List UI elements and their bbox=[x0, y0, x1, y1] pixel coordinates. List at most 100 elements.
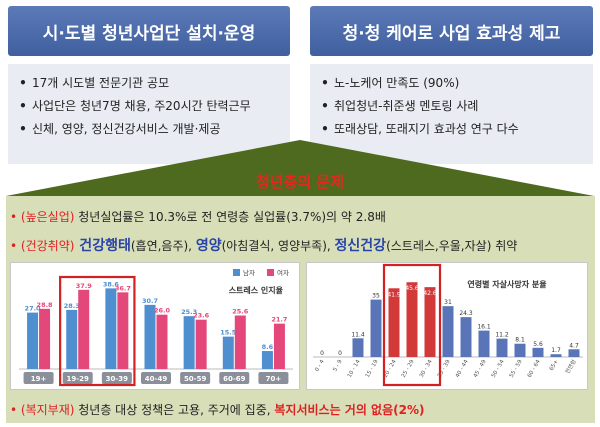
legend-swatch bbox=[233, 269, 240, 276]
bullet: • bbox=[10, 210, 18, 224]
bar-male bbox=[261, 351, 273, 369]
data-label: 37.9 bbox=[76, 282, 93, 290]
category-pill bbox=[219, 372, 250, 384]
chart-title: 연령별 자살사망자 분율 bbox=[467, 279, 547, 289]
tick-label: 50 - 54 bbox=[491, 359, 506, 379]
list-item-text: 신체, 영양, 정신건강서비스 개발·제공 bbox=[32, 122, 221, 136]
list-item: • 사업단은 청년7명 채용, 주20시간 탄력근무 bbox=[19, 99, 251, 113]
keyword-mental: 정신건강 bbox=[334, 238, 387, 254]
tick-label: 70+ bbox=[266, 375, 282, 383]
legend-swatch bbox=[267, 269, 274, 276]
bar bbox=[478, 330, 490, 357]
data-label: 35 bbox=[372, 293, 380, 300]
stress-chart-svg: 스트레스 인지율 남자 여자 27.028.8 19+ 28.3 37.9 19-29 38.6… bbox=[19, 268, 293, 387]
tick-label: 40-49 bbox=[145, 375, 168, 383]
problem-text: 청년실업률은 10.3%로 전 연령층 실업률(3.7%)의 약 2.8배 bbox=[74, 210, 386, 224]
keyword-detail: (스트레스,우울,자살) bbox=[386, 239, 496, 253]
data-label: 36.7 bbox=[115, 284, 131, 292]
data-label: 28.8 bbox=[37, 301, 54, 309]
data-label: 26.0 bbox=[154, 307, 171, 315]
bar bbox=[514, 343, 526, 357]
tick-label: 30 - 34 bbox=[419, 359, 434, 379]
list-item-text: 사업단은 청년7명 채용, 주20시간 탄력근무 bbox=[32, 99, 251, 113]
bar-male bbox=[183, 316, 195, 369]
data-label: 16.1 bbox=[477, 324, 491, 331]
bar-female bbox=[195, 319, 207, 369]
category-pill bbox=[258, 372, 289, 384]
bar-male bbox=[222, 336, 234, 369]
problem-tag: (높은실업) bbox=[20, 210, 75, 224]
problem-line-unemployment: • (높은실업) 청년실업률은 10.3%로 전 연령층 실업률(3.7%)의 … bbox=[10, 208, 386, 225]
problem-emphasis: 복지서비스는 거의 없음(2%) bbox=[274, 403, 425, 417]
header-right-title: 청·청 케어로 사업 효과성 제고 bbox=[310, 6, 593, 56]
bar-male bbox=[144, 304, 156, 369]
bar bbox=[460, 317, 472, 357]
bar bbox=[388, 288, 400, 357]
problem-line-health: • (건강취약) 건강행태(흡연,음주), 영양(아침결식, 영양부족), 정신… bbox=[10, 235, 517, 255]
list-item: • 17개 시도별 전문기관 공모 bbox=[19, 76, 170, 90]
tick-label: 60-69 bbox=[223, 375, 246, 383]
keyword-nutrition: 영양 bbox=[195, 238, 222, 254]
tick-label: 25 - 29 bbox=[401, 359, 416, 379]
tick-label: 65+ bbox=[549, 359, 560, 372]
bar-female bbox=[78, 289, 90, 369]
category-pill bbox=[101, 372, 132, 384]
bar-female bbox=[273, 323, 285, 369]
problem-tag: (건강취약) bbox=[20, 239, 75, 253]
problem-title: 청년층의 문제 bbox=[255, 173, 345, 191]
tick-label: 전연령 bbox=[563, 358, 578, 375]
list-item: • 또래상담, 또래지기 효과성 연구 다수 bbox=[321, 122, 519, 136]
stress-chart: 스트레스 인지율 남자 여자 27.0 28.8 19+ 28.3 37.9 19-29 38.6… bbox=[10, 262, 300, 390]
data-label: 31 bbox=[444, 299, 452, 306]
highlight-box bbox=[382, 263, 442, 387]
bar bbox=[568, 349, 580, 357]
chart-title: 스트레스 인지율 bbox=[229, 285, 284, 295]
tick-label: 50-59 bbox=[184, 375, 207, 383]
bar bbox=[496, 338, 508, 357]
tick-label: 45 - 49 bbox=[473, 359, 488, 379]
data-label: 30.7 bbox=[142, 297, 158, 305]
list-item: • 노-노케어 만족도 (90%) bbox=[321, 76, 460, 90]
data-label: 0 bbox=[338, 350, 342, 357]
tick-label: 30-39 bbox=[106, 375, 129, 383]
tick-label: 55 - 59 bbox=[509, 359, 524, 379]
bar-male bbox=[66, 309, 78, 369]
problem-text: 청년층 대상 정책은 고용, 주거에 집중, bbox=[74, 403, 275, 417]
data-label: 41.9 bbox=[387, 291, 401, 298]
suicide-chart: 연령별 자살사망자 분율 0 0 - 4 0 5 - 9 11.4 10 - 14 35 15 … bbox=[306, 262, 588, 390]
bar-female bbox=[117, 292, 129, 369]
category-pill bbox=[62, 372, 93, 384]
list-item: • 신체, 영양, 정신건강서비스 개발·제공 bbox=[19, 122, 221, 136]
header-left-title: 시·도별 청년사업단 설치·운영 bbox=[8, 6, 290, 56]
keyword-detail: (흡연,음주), bbox=[130, 239, 196, 253]
keyword-detail: (아침결식, 영양부족), bbox=[221, 239, 335, 253]
bar-female bbox=[234, 315, 246, 369]
list-item: • 취업청년-취준생 멘토링 사례 bbox=[321, 99, 479, 113]
category-pill bbox=[180, 372, 211, 384]
category-pill bbox=[141, 372, 171, 384]
suicide-chart-svg: 연령별 자살사망자 분율 0 0 - 4 0 5 - 9 11.4 10 - 14 35 15 … bbox=[313, 263, 583, 387]
bullet: • bbox=[10, 239, 18, 253]
bar bbox=[370, 299, 382, 357]
data-label: 8.1 bbox=[515, 337, 525, 344]
data-label: 21.7 bbox=[271, 316, 287, 324]
up-arrow-shape bbox=[6, 140, 594, 196]
bullet: • bbox=[10, 403, 18, 417]
list-item-text: 노-노케어 만족도 (90%) bbox=[334, 76, 460, 90]
tick-label: 5 - 9 bbox=[332, 359, 344, 373]
data-label: 23.6 bbox=[193, 312, 210, 320]
data-label: 0 bbox=[320, 350, 324, 357]
keyword-end: 취약 bbox=[495, 239, 518, 253]
data-label: 45.6 bbox=[405, 285, 419, 292]
keyword-behavior: 건강행태 bbox=[74, 238, 131, 254]
bar-male bbox=[27, 312, 39, 369]
bar bbox=[352, 338, 364, 357]
data-label: 8.6 bbox=[262, 343, 274, 351]
category-pill bbox=[23, 372, 54, 384]
panel-left: • 17개 시도별 전문기관 공모 • 사업단은 청년7명 채용, 주20시간 탄력… bbox=[8, 64, 290, 164]
problem-tag: (복지부재) bbox=[20, 403, 75, 417]
bar bbox=[406, 282, 418, 357]
list-item-text: 또래상담, 또래지기 효과성 연구 다수 bbox=[334, 122, 519, 136]
data-label: 4.7 bbox=[569, 342, 579, 349]
data-label: 25.3 bbox=[181, 308, 197, 316]
